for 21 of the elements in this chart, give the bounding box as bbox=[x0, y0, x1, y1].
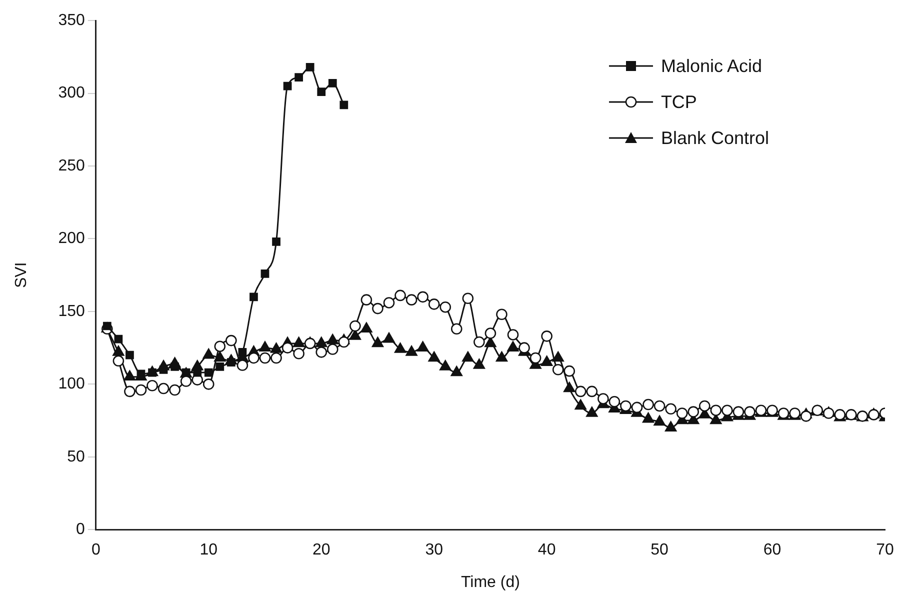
x-tick-label: 50 bbox=[650, 542, 669, 559]
x-tick-label: 40 bbox=[538, 542, 556, 559]
legend-label: TCP bbox=[660, 92, 697, 112]
x-tick-label: 0 bbox=[91, 542, 100, 559]
x-tick-label: 20 bbox=[312, 542, 330, 559]
y-tick-label: 0 bbox=[76, 521, 85, 538]
y-tick-label: 150 bbox=[58, 302, 85, 320]
x-tick-label: 30 bbox=[425, 542, 444, 559]
y-tick-label: 250 bbox=[58, 157, 85, 174]
x-tick-label: 60 bbox=[763, 542, 782, 559]
y-tick-label: 300 bbox=[58, 84, 85, 102]
y-axis-title: SVI bbox=[13, 262, 30, 288]
x-tick-label: 70 bbox=[876, 542, 894, 559]
y-tick-label: 200 bbox=[58, 230, 85, 248]
y-tick-label: 350 bbox=[58, 12, 85, 30]
y-tick-label: 50 bbox=[67, 448, 85, 466]
y-tick-label: 100 bbox=[58, 376, 85, 393]
x-tick-label: 10 bbox=[200, 542, 218, 559]
x-axis-title: Time (d) bbox=[460, 574, 520, 591]
legend-label: Blank Control bbox=[660, 128, 769, 148]
legend-label: Malonic Acid bbox=[660, 56, 762, 76]
